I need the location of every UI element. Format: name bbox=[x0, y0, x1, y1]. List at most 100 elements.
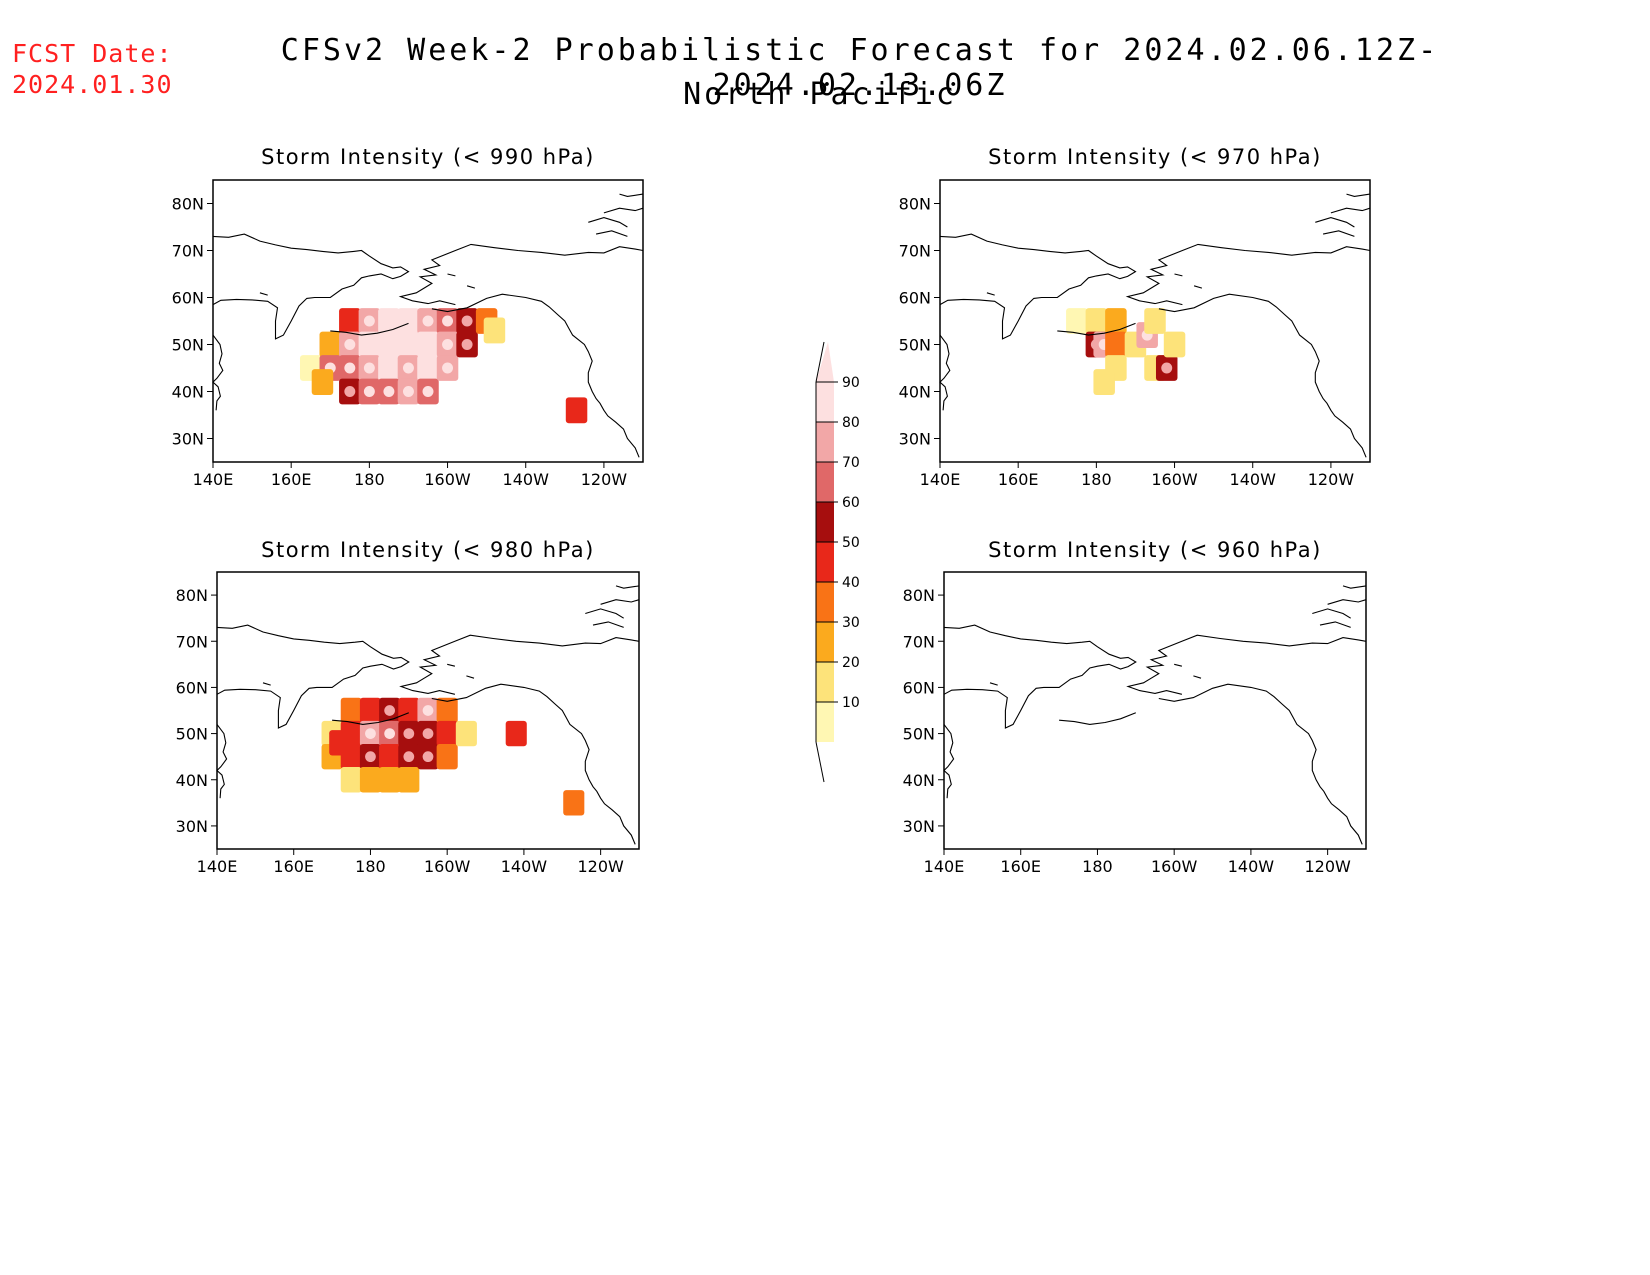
probability-cell bbox=[340, 697, 362, 724]
lon-label: 160E bbox=[271, 470, 312, 489]
probability-cell bbox=[398, 697, 420, 724]
probability-cell bbox=[379, 743, 401, 770]
lon-label: 120W bbox=[581, 470, 628, 489]
lat-label: 60N bbox=[176, 678, 208, 697]
lon-label: 120W bbox=[1308, 470, 1355, 489]
probability-core bbox=[1161, 362, 1173, 374]
lat-label: 30N bbox=[899, 430, 931, 449]
forecast-date-value: 2024.01.30 bbox=[12, 70, 173, 99]
probability-core bbox=[363, 339, 375, 350]
colorbar-label: 10 bbox=[842, 695, 860, 711]
coastline bbox=[1158, 683, 1363, 845]
lon-label: 180 bbox=[1081, 470, 1112, 489]
lon-label: 160W bbox=[1151, 857, 1198, 876]
coastline bbox=[330, 322, 409, 336]
probability-core bbox=[442, 339, 454, 350]
page-title: CFSv2 Week-2 Probabilistic Forecast for … bbox=[280, 33, 1440, 103]
coastline bbox=[212, 334, 224, 411]
coastline bbox=[1327, 599, 1367, 605]
coastline bbox=[600, 599, 640, 605]
probability-core bbox=[422, 728, 434, 739]
lon-label: 120W bbox=[1304, 857, 1351, 876]
probability-cell bbox=[398, 767, 420, 793]
colorbar-bottom-cap bbox=[815, 741, 825, 783]
coastline bbox=[588, 217, 628, 228]
coastline bbox=[332, 712, 410, 725]
panel-title: Storm Intensity (< 960 hPa) bbox=[988, 538, 1322, 562]
probability-core bbox=[402, 362, 414, 374]
lat-label: 40N bbox=[176, 771, 208, 790]
coastline bbox=[1312, 608, 1351, 619]
coastline bbox=[447, 663, 456, 667]
colorbar-label: 80 bbox=[842, 415, 860, 431]
probability-cell bbox=[455, 720, 477, 747]
probability-cell bbox=[565, 397, 588, 424]
coastline bbox=[1193, 285, 1203, 289]
coastline bbox=[943, 724, 955, 799]
probability-core bbox=[365, 728, 376, 739]
coastline bbox=[592, 621, 624, 628]
probability-core bbox=[422, 315, 434, 327]
probability-core bbox=[422, 751, 434, 763]
probability-cell bbox=[483, 317, 506, 344]
lon-label: 140W bbox=[503, 470, 550, 489]
colorbar-label: 50 bbox=[842, 535, 860, 551]
lat-label: 80N bbox=[172, 195, 204, 214]
lon-label: 160E bbox=[273, 857, 314, 876]
probability-core bbox=[384, 728, 396, 739]
probability-cell bbox=[340, 743, 362, 770]
coastline bbox=[262, 682, 271, 686]
coastline bbox=[603, 207, 644, 214]
coastline bbox=[216, 724, 228, 799]
coastline bbox=[595, 230, 628, 237]
forecast-date-block: FCST Date: 2024.01.30 bbox=[12, 38, 173, 100]
probability-cell bbox=[359, 697, 382, 724]
lat-label: 70N bbox=[172, 242, 204, 261]
lat-label: 60N bbox=[899, 289, 931, 308]
lon-label: 160W bbox=[424, 470, 471, 489]
coastline bbox=[1174, 273, 1183, 277]
coastline bbox=[1126, 634, 1367, 695]
coastline bbox=[939, 233, 1137, 340]
probability-core bbox=[422, 362, 434, 374]
probability-cell bbox=[1163, 331, 1186, 358]
coastline bbox=[466, 285, 476, 289]
lat-label: 70N bbox=[899, 242, 931, 261]
probability-core bbox=[422, 339, 434, 350]
colorbar-segment bbox=[816, 462, 834, 502]
region-subtitle: North Pacific bbox=[683, 77, 957, 112]
map-frame bbox=[943, 571, 1367, 850]
probability-cell bbox=[319, 331, 342, 358]
coastline bbox=[1346, 193, 1371, 197]
lat-label: 80N bbox=[899, 195, 931, 214]
lon-label: 140W bbox=[501, 857, 548, 876]
probability-cell bbox=[359, 767, 382, 793]
lat-label: 60N bbox=[903, 678, 935, 697]
lat-label: 40N bbox=[172, 383, 204, 402]
colorbar-segment bbox=[816, 422, 834, 462]
coastline bbox=[399, 634, 640, 695]
probability-core bbox=[383, 386, 395, 397]
lat-label: 80N bbox=[176, 586, 208, 605]
probability-core bbox=[344, 362, 356, 374]
coastline bbox=[943, 624, 1137, 729]
probability-core bbox=[442, 362, 454, 374]
coastline bbox=[259, 292, 268, 296]
lon-label: 180 bbox=[354, 470, 385, 489]
lat-label: 50N bbox=[903, 725, 935, 744]
probability-cell bbox=[436, 720, 458, 747]
probability-core bbox=[402, 386, 414, 397]
lon-label: 160E bbox=[998, 470, 1039, 489]
colorbar-label: 30 bbox=[842, 615, 860, 631]
forecast-date-label: FCST Date: bbox=[12, 39, 173, 68]
lon-label: 160E bbox=[1000, 857, 1041, 876]
probability-cell bbox=[1105, 308, 1127, 334]
colorbar-segment bbox=[816, 542, 834, 582]
lat-label: 30N bbox=[176, 817, 208, 836]
probability-cell bbox=[1093, 369, 1115, 396]
probability-core bbox=[461, 339, 473, 350]
coastline bbox=[431, 293, 640, 458]
coastline bbox=[1319, 621, 1351, 628]
lat-label: 40N bbox=[903, 771, 935, 790]
probability-core bbox=[422, 705, 434, 716]
